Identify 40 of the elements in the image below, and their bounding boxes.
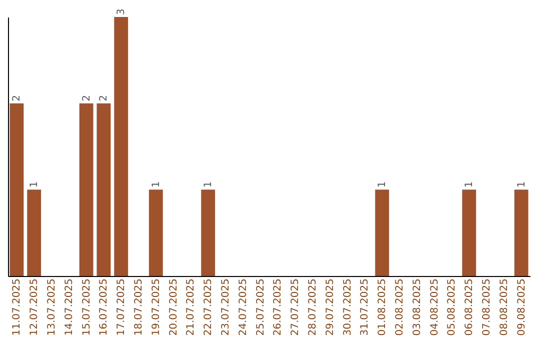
- x-tick-label: 15.07.2025: [81, 278, 92, 336]
- x-tick-label: 29.07.2025: [324, 278, 336, 336]
- x-tick-label: 04.08.2025: [429, 278, 440, 336]
- x-tick-label: 16.07.2025: [98, 278, 110, 336]
- x-tick-label: 26.07.2025: [272, 278, 284, 336]
- x-tick-label: 06.08.2025: [464, 278, 476, 336]
- x-tick-label: 17.07.2025: [116, 278, 128, 336]
- x-tick-label: 09.08.2025: [516, 278, 528, 336]
- x-tick-label: 28.07.2025: [308, 278, 318, 336]
- x-tick-label: 20.07.2025: [168, 278, 180, 336]
- data-label: 3: [116, 8, 128, 15]
- x-tick-label: 03.08.2025: [412, 278, 423, 336]
- x-tick-label: 02.08.2025: [394, 278, 406, 336]
- data-label: 1: [377, 181, 388, 188]
- x-tick-label: 18.07.2025: [134, 278, 144, 336]
- data-label: 2: [81, 94, 92, 102]
- x-tick-label: 21.07.2025: [186, 278, 197, 336]
- data-label: 2: [12, 94, 23, 102]
- x-tick-label: 27.07.2025: [290, 278, 302, 336]
- x-tick-label: 23.07.2025: [220, 278, 232, 336]
- x-tick-label: 08.08.2025: [498, 278, 510, 336]
- x-tick-label: 13.07.2025: [46, 278, 58, 336]
- x-tick-label: 31.07.2025: [360, 278, 371, 336]
- x-tick-label: 19.07.2025: [150, 278, 162, 336]
- x-tick-label: 22.07.2025: [203, 278, 214, 336]
- data-label: 1: [203, 181, 214, 188]
- data-label: 1: [29, 181, 40, 188]
- data-label: 1: [464, 181, 476, 188]
- x-tick-label: 24.07.2025: [238, 278, 249, 336]
- data-label: 2: [98, 94, 110, 102]
- x-tick-label: 11.07.2025: [12, 278, 23, 336]
- x-tick-label: 25.07.2025: [255, 278, 266, 336]
- x-tick-label: 05.08.2025: [446, 278, 458, 336]
- data-label: 1: [516, 181, 528, 188]
- x-tick-label: 01.08.2025: [377, 278, 388, 336]
- x-tick-label: 14.07.2025: [64, 278, 75, 336]
- x-tick-label: 07.08.2025: [482, 278, 492, 336]
- x-tick-label: 12.07.2025: [29, 278, 40, 336]
- x-tick-label: 30.07.2025: [342, 278, 354, 336]
- data-label: 1: [150, 181, 162, 188]
